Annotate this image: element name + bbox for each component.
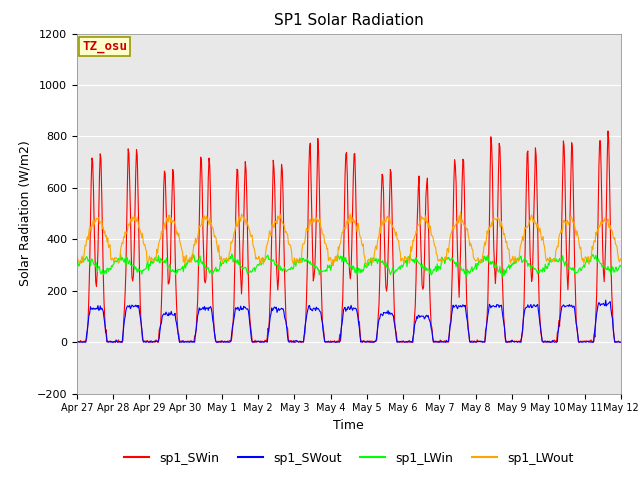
X-axis label: Time: Time [333,419,364,432]
Text: TZ_osu: TZ_osu [82,40,127,53]
Legend: sp1_SWin, sp1_SWout, sp1_LWin, sp1_LWout: sp1_SWin, sp1_SWout, sp1_LWin, sp1_LWout [119,447,579,469]
Line: sp1_SWin: sp1_SWin [77,131,621,342]
Line: sp1_LWout: sp1_LWout [77,212,621,266]
Line: sp1_SWout: sp1_SWout [77,300,621,342]
Title: SP1 Solar Radiation: SP1 Solar Radiation [274,13,424,28]
Y-axis label: Solar Radiation (W/m2): Solar Radiation (W/m2) [18,141,31,287]
Line: sp1_LWin: sp1_LWin [77,254,621,277]
